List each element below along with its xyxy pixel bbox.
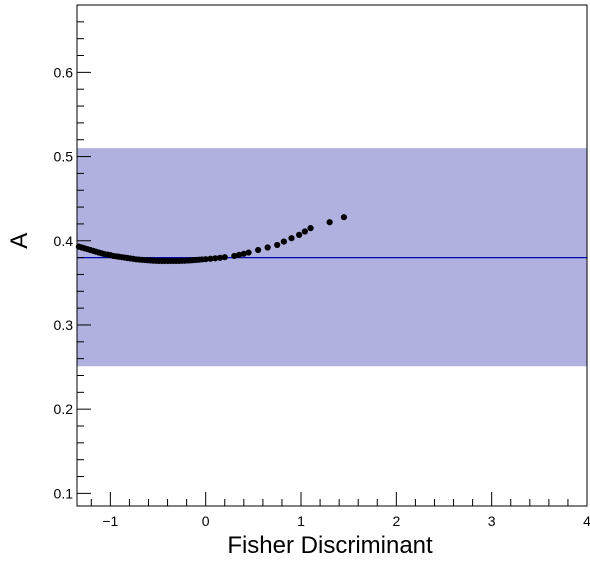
y-tick-label: 0.3	[54, 317, 74, 333]
data-point	[288, 235, 295, 242]
data-point	[202, 256, 209, 263]
x-axis-title: Fisher Discriminant	[227, 532, 433, 559]
x-tick-label: 4	[583, 513, 590, 529]
data-point	[240, 250, 247, 257]
data-point	[255, 246, 262, 254]
data-point	[274, 241, 281, 249]
x-tick-label: −1	[102, 513, 118, 529]
y-axis-title: A	[6, 233, 33, 249]
y-tick-label: 0.6	[54, 64, 74, 80]
x-tick-label: 1	[297, 513, 305, 529]
data-point	[264, 244, 271, 251]
y-tick-label: 0.1	[54, 485, 74, 501]
data-point	[301, 228, 308, 235]
data-point	[235, 251, 243, 259]
axes: −1 0 1 2 3 4 0.1 0.2 0.3 0.4 0.5 0.6	[54, 4, 590, 529]
data-point	[307, 225, 314, 232]
data-point	[216, 254, 224, 261]
x-tick-label: 3	[488, 513, 496, 529]
x-tick-label: 0	[202, 513, 210, 529]
data-point	[326, 219, 333, 226]
data-point	[280, 238, 287, 245]
plot-area	[75, 148, 587, 367]
data-point	[340, 214, 348, 221]
x-tick-label: 2	[392, 513, 400, 529]
plot-frame	[76, 4, 588, 507]
data-point	[212, 255, 219, 262]
data-point	[296, 231, 303, 238]
y-tick-label: 0.5	[54, 149, 74, 165]
y-tick-label: 0.2	[54, 401, 74, 417]
y-tick-label: 0.4	[54, 233, 74, 249]
data-point	[245, 249, 252, 256]
data-point	[231, 252, 238, 260]
data-point	[207, 255, 214, 262]
data-point	[221, 254, 228, 261]
